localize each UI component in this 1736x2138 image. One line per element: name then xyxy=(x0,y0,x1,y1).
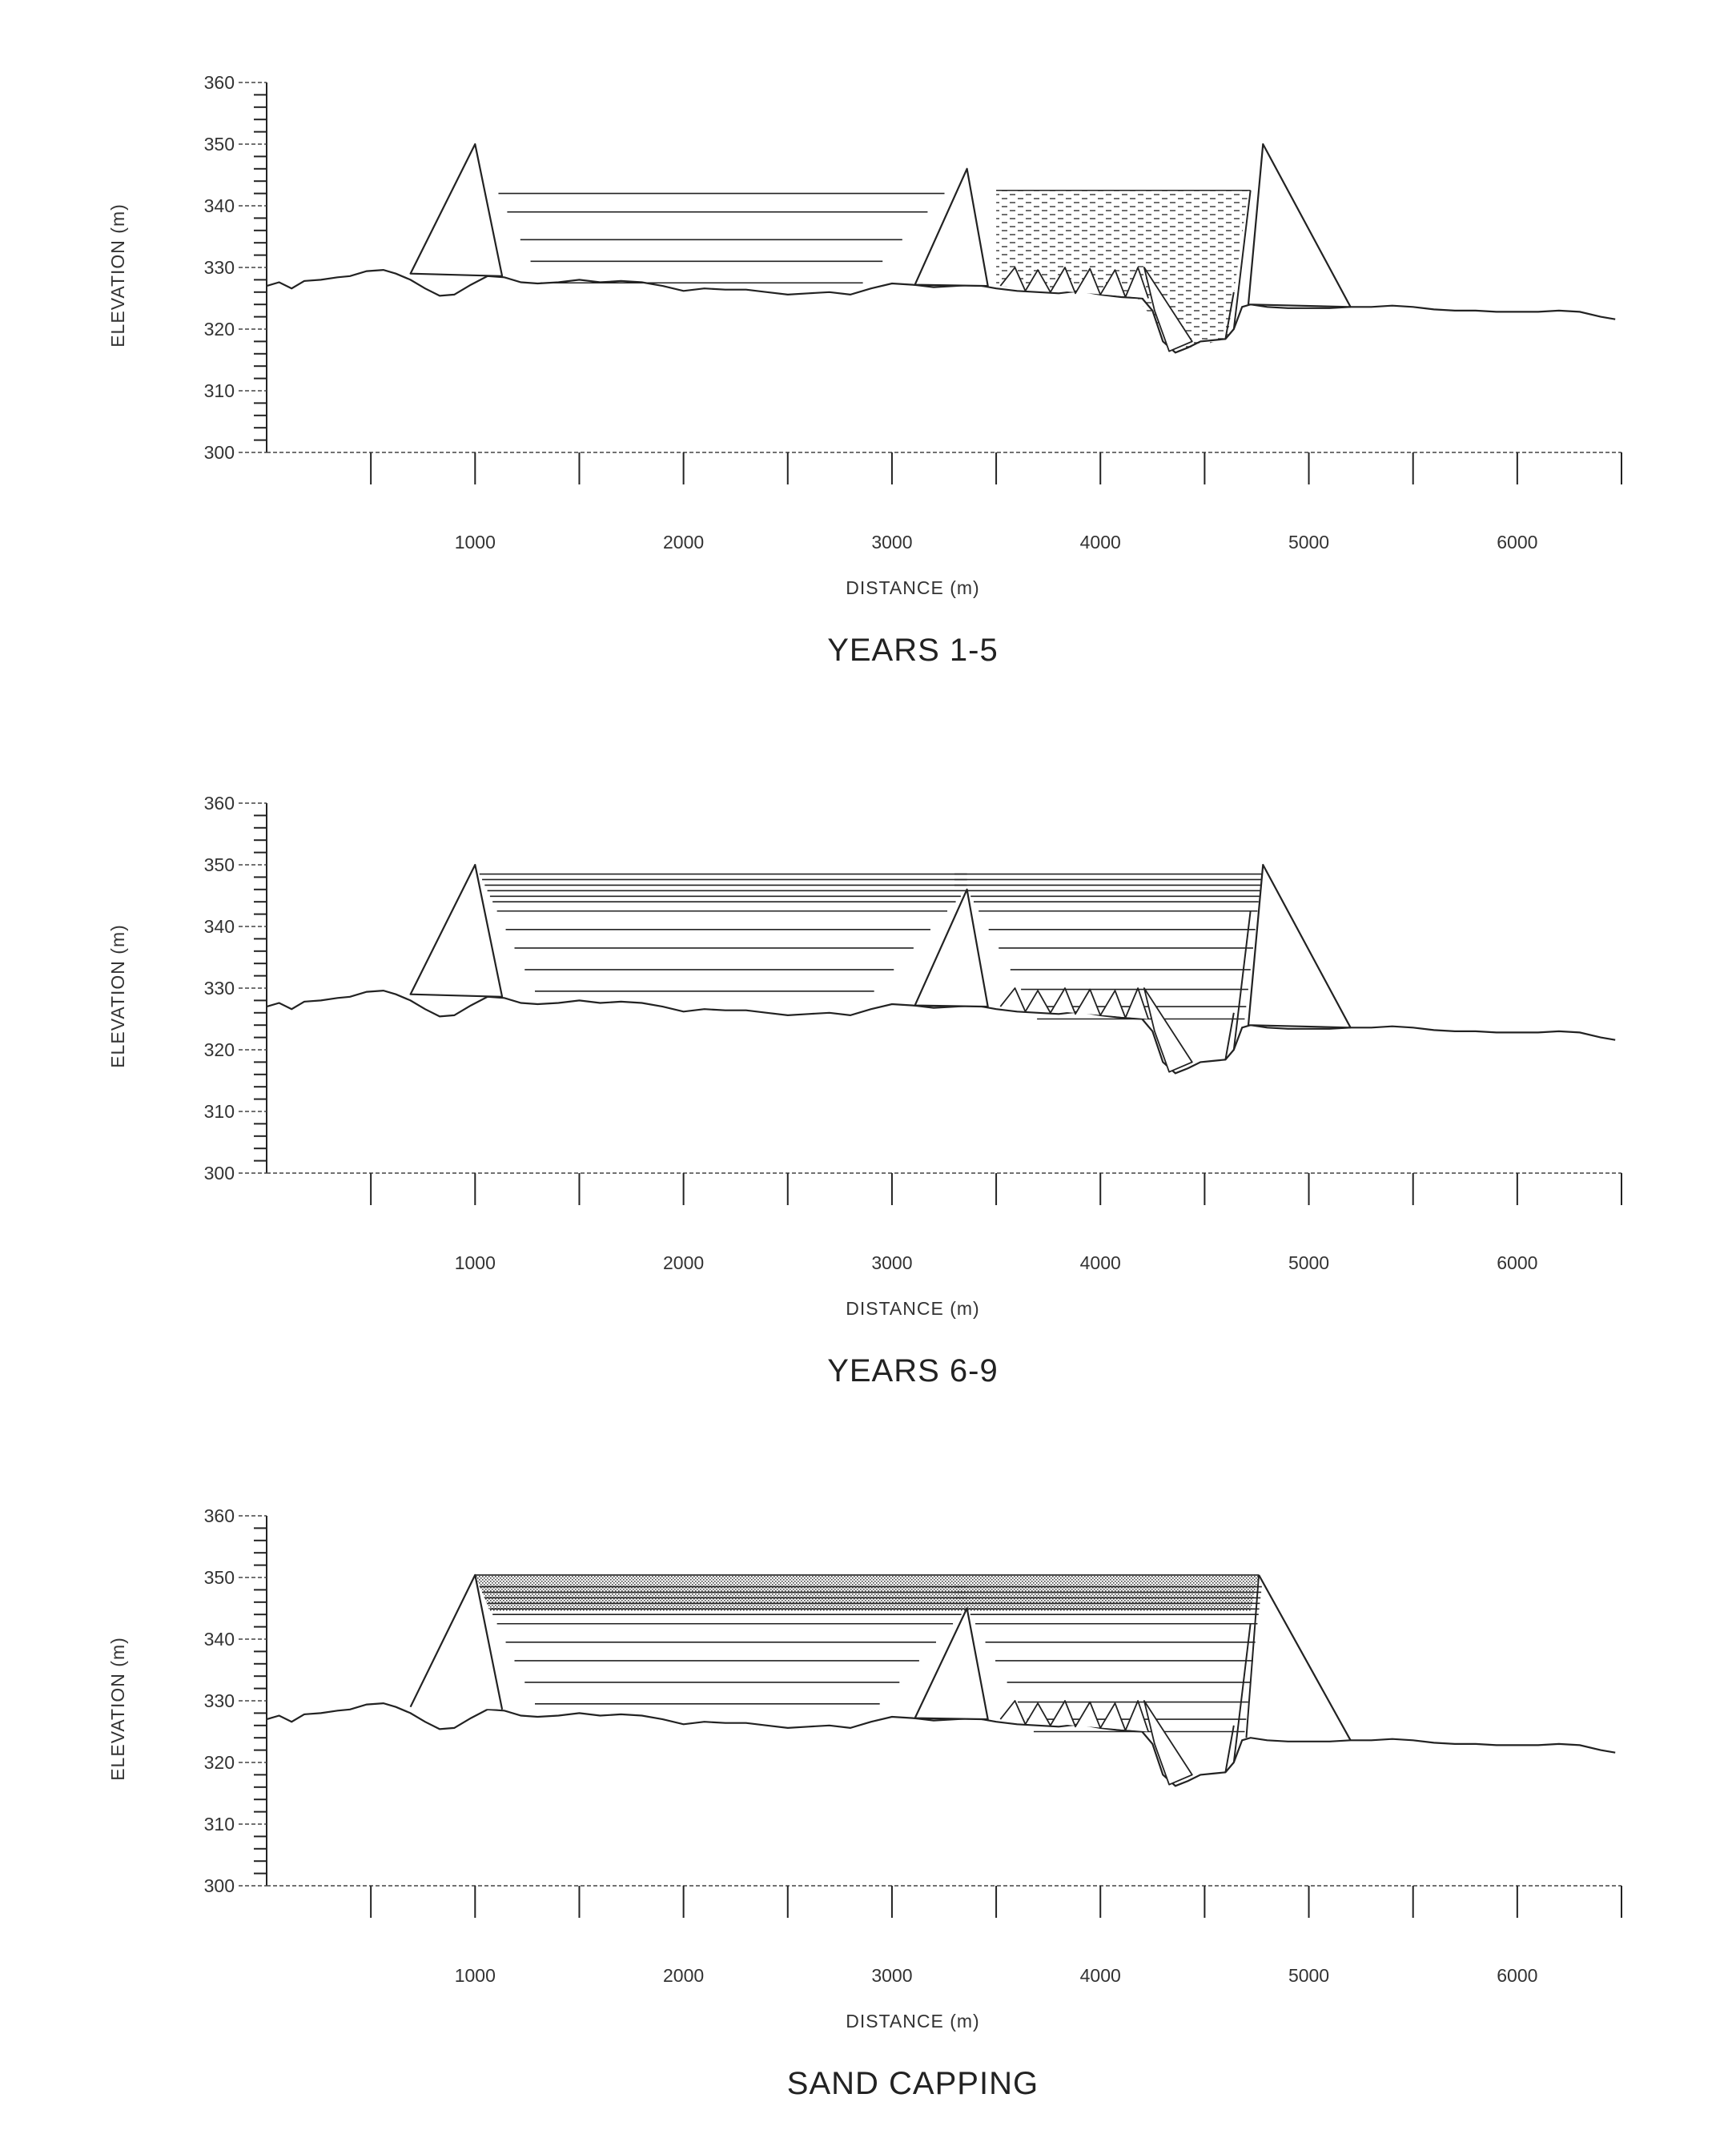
x-axis-title: DISTANCE (m) xyxy=(846,1298,979,1319)
y-tick-label: 360 xyxy=(204,72,235,93)
y-tick-label: 340 xyxy=(204,1629,235,1650)
x-tick-label: 1000 xyxy=(455,1252,496,1273)
cross-section-diagram: 360 350 340 330 320 310 300 ELEVATION (m) 1000 20… xyxy=(0,0,1736,705)
y-tick-label: 350 xyxy=(204,854,235,875)
x-tick-label: 4000 xyxy=(1080,532,1121,553)
y-tick-label: 360 xyxy=(204,1505,235,1526)
y-axis-title: ELEVATION (m) xyxy=(107,924,128,1068)
x-tick-label: 3000 xyxy=(871,1965,912,1986)
y-tick-label: 320 xyxy=(204,1752,235,1773)
cross-section-diagram: 360 350 340 330 320 310 300 ELEVATION (m) 1000 20… xyxy=(0,721,1736,1425)
y-tick-label: 300 xyxy=(204,1163,235,1184)
y-tick-label: 340 xyxy=(204,195,235,216)
x-tick-label: 6000 xyxy=(1497,1965,1537,1986)
x-tick-label: 2000 xyxy=(663,532,704,553)
middle-dam xyxy=(915,169,988,286)
y-tick-label: 310 xyxy=(204,1814,235,1835)
panel-title: YEARS 1-5 xyxy=(827,633,999,668)
x-tick-label: 4000 xyxy=(1080,1965,1121,1986)
cross-section-panel-years-1-5: 360 350 340 330 320 310 300 ELEVATION (m) 1000 20… xyxy=(0,0,1736,705)
y-tick-label: 300 xyxy=(204,442,235,463)
x-tick-label: 3000 xyxy=(871,532,912,553)
pit-wall xyxy=(1225,1726,1233,1773)
x-tick-label: 6000 xyxy=(1497,532,1537,553)
panel-title: SAND CAPPING xyxy=(787,2066,1039,2101)
middle-dam xyxy=(915,1609,988,1720)
y-tick-label: 350 xyxy=(204,1567,235,1588)
x-tick-label: 3000 xyxy=(871,1252,912,1273)
y-tick-label: 320 xyxy=(204,1039,235,1060)
x-axis-title: DISTANCE (m) xyxy=(846,2011,979,2032)
east-dam xyxy=(1248,865,1351,1027)
y-axis-title: ELEVATION (m) xyxy=(107,203,128,348)
y-axis-title: ELEVATION (m) xyxy=(107,1637,128,1781)
pit-wall xyxy=(1225,1013,1233,1060)
x-tick-label: 2000 xyxy=(663,1252,704,1273)
water-pond-fill xyxy=(996,191,1248,352)
y-tick-label: 320 xyxy=(204,319,235,340)
middle-dam xyxy=(915,890,988,1007)
cross-section-panel-years-6-9: 360 350 340 330 320 310 300 ELEVATION (m) 1000 20… xyxy=(0,721,1736,1425)
x-tick-label: 1000 xyxy=(455,532,496,553)
x-tick-label: 5000 xyxy=(1288,532,1329,553)
x-tick-label: 5000 xyxy=(1288,1965,1329,1986)
x-axis-title: DISTANCE (m) xyxy=(846,577,979,598)
y-tick-label: 330 xyxy=(204,257,235,278)
cross-section-panel-sand-capping: 360 350 340 330 320 310 300 ELEVATION (m) 1000 20… xyxy=(0,1433,1736,2138)
y-tick-label: 340 xyxy=(204,916,235,937)
starter-dykes xyxy=(1000,1701,1148,1732)
y-tick-label: 330 xyxy=(204,978,235,999)
y-tick-label: 310 xyxy=(204,1101,235,1122)
cross-section-diagram: 360 350 340 330 320 310 300 ELEVATION (m) 1000 20… xyxy=(0,1433,1736,2138)
x-tick-label: 2000 xyxy=(663,1965,704,1986)
east-dam xyxy=(1248,144,1351,307)
east-dam-slope xyxy=(1259,1575,1351,1740)
y-tick-label: 330 xyxy=(204,1690,235,1711)
x-tick-label: 1000 xyxy=(455,1965,496,1986)
x-tick-label: 4000 xyxy=(1080,1252,1121,1273)
y-tick-label: 310 xyxy=(204,380,235,401)
starter-dykes xyxy=(1000,988,1148,1019)
y-tick-label: 350 xyxy=(204,134,235,155)
west-dam xyxy=(411,144,503,276)
y-tick-label: 360 xyxy=(204,793,235,814)
y-tick-label: 300 xyxy=(204,1875,235,1896)
x-tick-label: 5000 xyxy=(1288,1252,1329,1273)
x-tick-label: 6000 xyxy=(1497,1252,1537,1273)
panel-title: YEARS 6-9 xyxy=(827,1353,999,1388)
